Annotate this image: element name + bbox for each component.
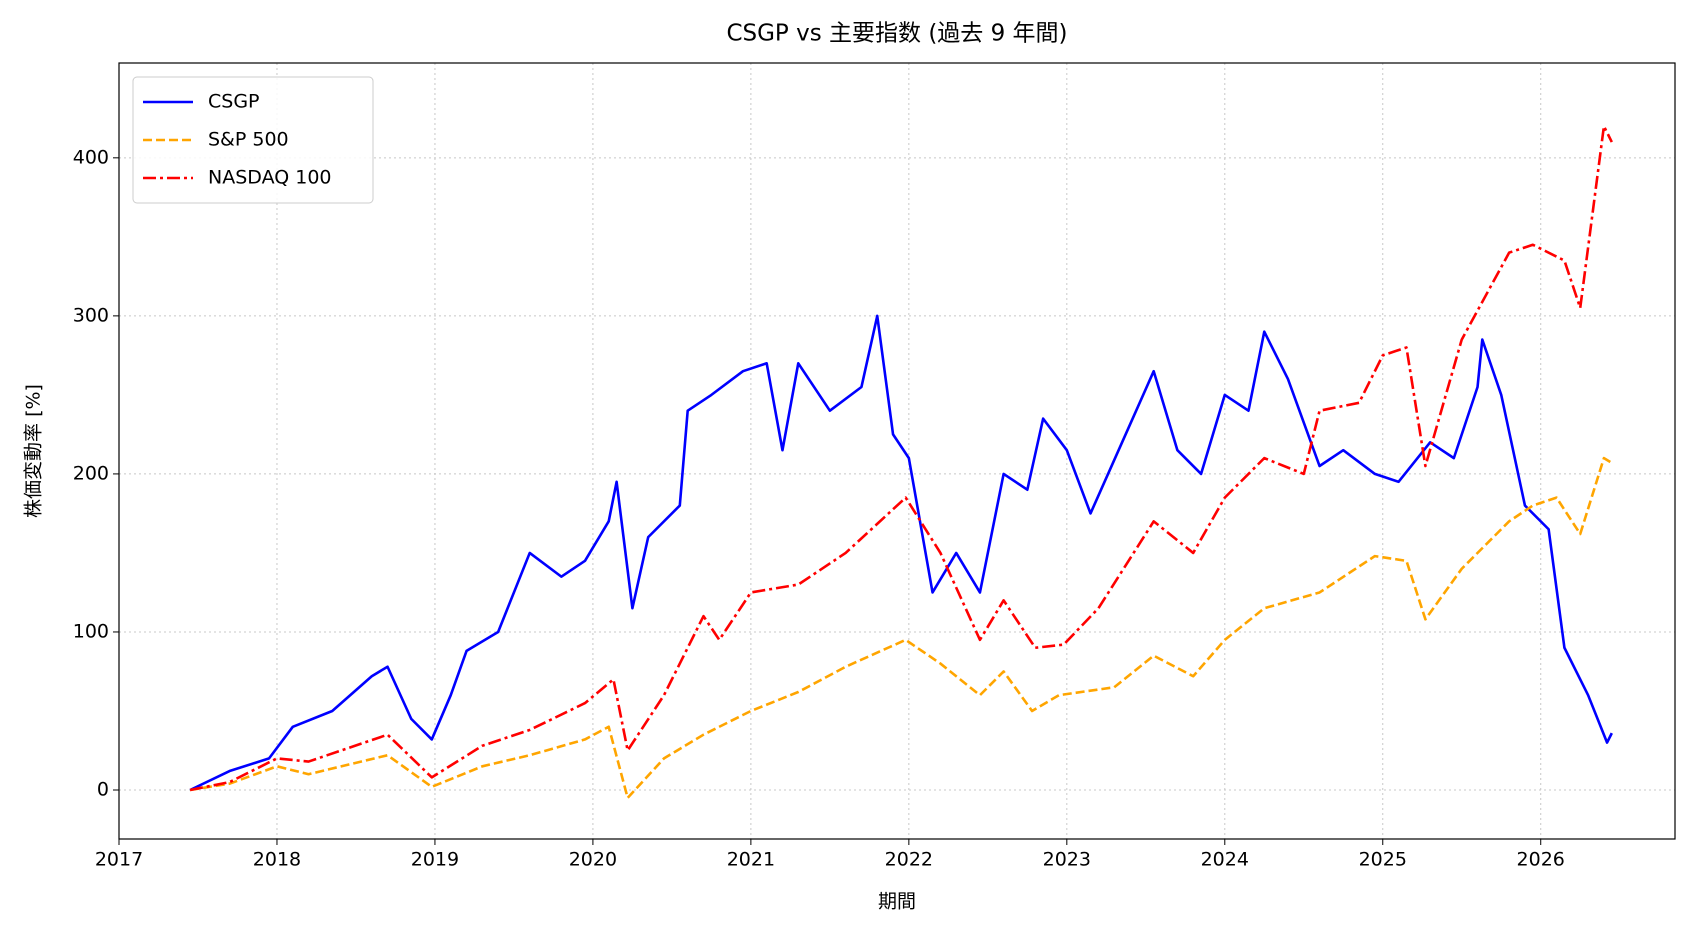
x-axis-label: 期間 (878, 891, 916, 913)
x-tick-label: 2026 (1517, 849, 1565, 871)
x-tick-label: 2023 (1043, 849, 1091, 871)
plot-frame (118, 62, 1676, 840)
series-line (189, 456, 1613, 800)
y-axis-label: 株価変動率 [%] (23, 384, 45, 518)
x-tick-label: 2022 (885, 849, 933, 871)
x-tick-label: 2021 (727, 849, 775, 871)
legend-label: NASDAQ 100 (208, 167, 332, 189)
y-tick-label: 300 (73, 304, 109, 326)
y-tick-label: 100 (73, 620, 109, 642)
x-tick-label: 2018 (253, 849, 301, 871)
x-tick-label: 2025 (1359, 849, 1407, 871)
y-tick-label: 200 (73, 462, 109, 484)
legend-label: CSGP (208, 91, 260, 113)
x-tick-label: 2017 (95, 849, 143, 871)
x-tick-label: 2020 (569, 849, 617, 871)
x-tick-label: 2024 (1201, 849, 1249, 871)
series-line (189, 314, 1613, 792)
legend-box (132, 76, 374, 204)
y-tick-label: 400 (73, 146, 109, 168)
y-tick-label: 0 (97, 779, 109, 801)
x-tick-label: 2019 (411, 849, 459, 871)
chart-title: CSGP vs 主要指数 (過去 9 年間) (726, 21, 1067, 47)
legend-label: S&P 500 (208, 129, 289, 151)
series-line (189, 124, 1613, 792)
